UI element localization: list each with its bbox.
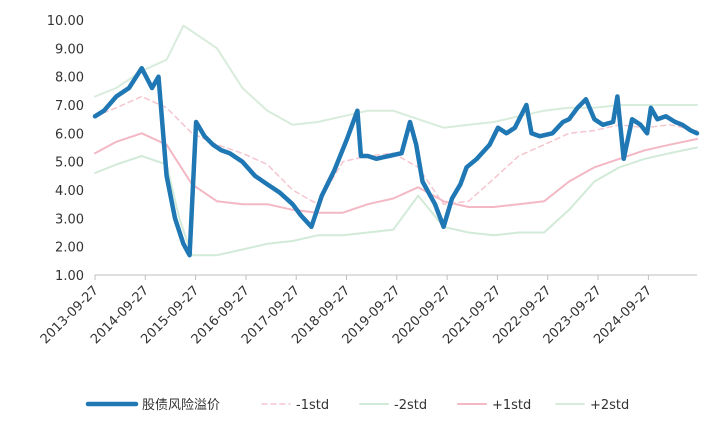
y-tick-label: 5.00 bbox=[55, 156, 84, 171]
legend-label: +1std bbox=[492, 398, 531, 413]
series-layer bbox=[92, 24, 700, 258]
y-tick-label: 3.00 bbox=[55, 212, 84, 227]
y-tick-label: 10.00 bbox=[47, 14, 84, 29]
legend-label: +2std bbox=[590, 398, 629, 413]
y-tick-label: 6.00 bbox=[55, 127, 84, 142]
series-line-plus-1std bbox=[94, 132, 698, 214]
series-line-minus-2std bbox=[94, 146, 698, 257]
series-line-risk-premium bbox=[92, 65, 700, 258]
y-tick-label: 1.00 bbox=[55, 269, 84, 284]
x-axis-ticks: 2013-09-272014-09-272015-09-272016-09-27… bbox=[38, 275, 655, 347]
y-tick-label: 2.00 bbox=[55, 241, 84, 256]
y-tick-label: 9.00 bbox=[55, 42, 84, 57]
series-line-plus-2std bbox=[94, 24, 698, 129]
legend-label: -1std bbox=[296, 398, 329, 413]
y-tick-label: 8.00 bbox=[55, 71, 84, 86]
y-tick-label: 4.00 bbox=[55, 184, 84, 199]
legend: 股债风险溢价 -1std -2std +1std +2std bbox=[85, 398, 629, 413]
y-tick-label: 7.00 bbox=[55, 99, 84, 114]
legend-label: -2std bbox=[394, 398, 427, 413]
legend-label: 股债风险溢价 bbox=[142, 398, 220, 413]
y-axis-ticks: 10.00 9.00 8.00 7.00 6.00 5.00 4.00 3.00 2.00 1.0… bbox=[47, 14, 84, 284]
